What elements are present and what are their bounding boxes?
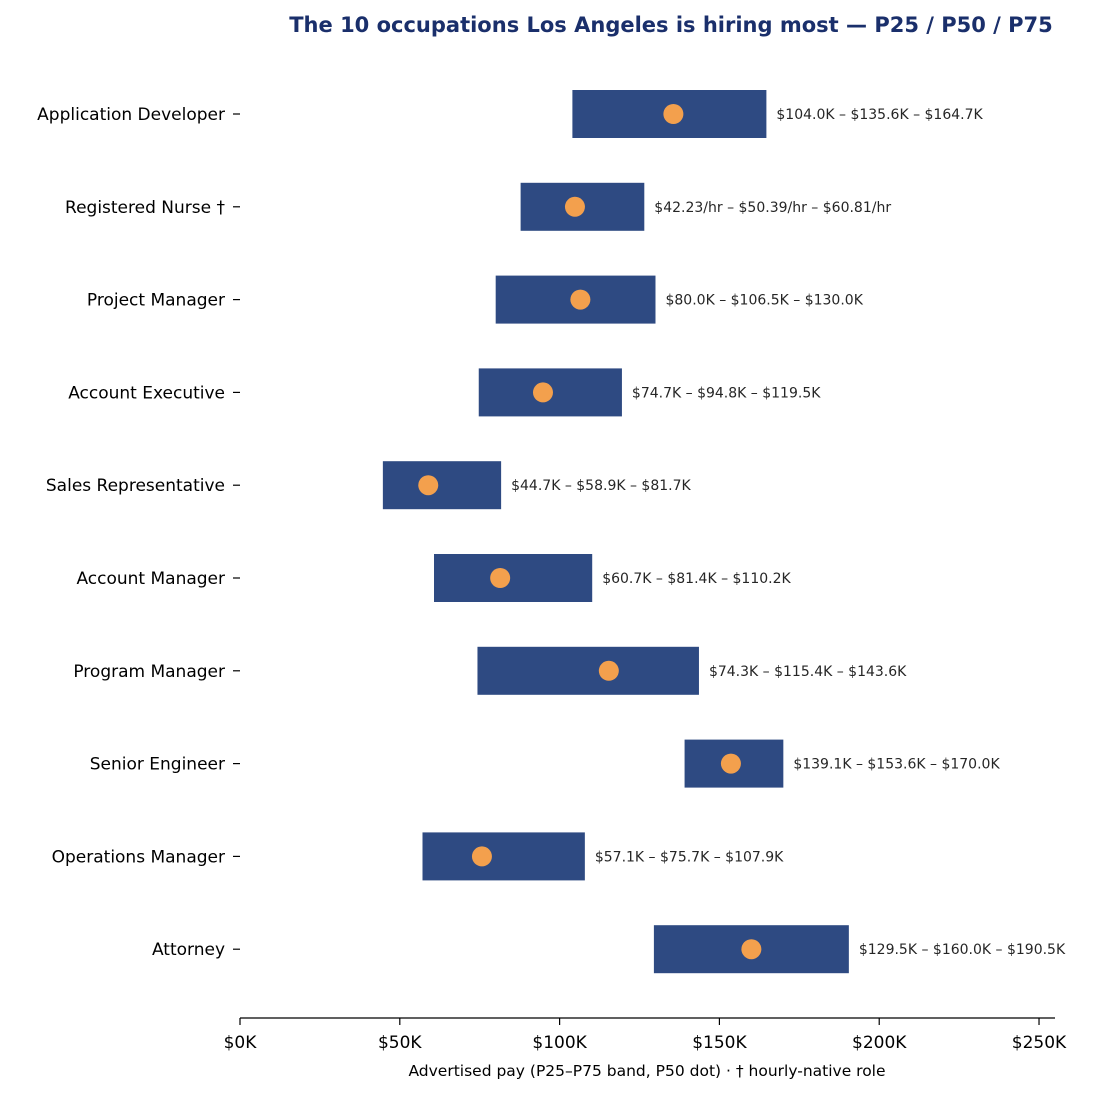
row: Application Developer $104.0K – $135.6K –… (37, 90, 984, 138)
category-label: Project Manager (87, 291, 225, 311)
median-dot (570, 289, 591, 310)
category-label: Attorney (152, 940, 225, 960)
chart-title: The 10 occupations Los Angeles is hiring… (289, 13, 1053, 37)
category-label: Sales Representative (46, 476, 225, 496)
category-label: Account Manager (76, 569, 225, 589)
x-tick-label: $150K (692, 1033, 747, 1053)
category-label: Account Executive (68, 383, 225, 403)
row: Attorney $129.5K – $160.0K – $190.5K (152, 925, 1066, 974)
value-label: $60.7K – $81.4K – $110.2K (602, 571, 791, 587)
x-axis-ticks: $0K $50K $100K $150K $200K $250K (224, 1018, 1067, 1053)
row: Registered Nurse † $42.23/hr – $50.39/hr … (65, 182, 891, 231)
x-tick-label: $100K (532, 1033, 587, 1053)
value-label: $42.23/hr – $50.39/hr – $60.81/hr (654, 200, 891, 216)
x-tick-label: $250K (1012, 1033, 1067, 1053)
value-label: $57.1K – $75.7K – $107.9K (595, 849, 784, 865)
pay-band-bar (422, 832, 585, 881)
x-tick-label: $0K (224, 1033, 258, 1053)
value-label: $44.7K – $58.9K – $81.7K (511, 478, 691, 494)
x-axis-title: Advertised pay (P25–P75 band, P50 dot) ·… (408, 1062, 885, 1080)
pay-band-bar (434, 554, 593, 602)
row: Operations Manager $57.1K – $75.7K – $107… (52, 832, 784, 881)
row: Account Executive $74.7K – $94.8K – $119.… (68, 368, 821, 417)
x-tick-label: $50K (378, 1033, 422, 1053)
median-dot (532, 382, 553, 403)
value-label: $104.0K – $135.6K – $164.7K (776, 107, 983, 123)
median-dot (490, 568, 511, 588)
value-label: $80.0K – $106.5K – $130.0K (665, 293, 863, 309)
pay-band-bar (382, 461, 502, 510)
median-dot (720, 753, 741, 774)
median-dot (564, 196, 585, 217)
row: Senior Engineer $139.1K – $153.6K – $170.… (90, 739, 1000, 788)
value-label: $139.1K – $153.6K – $170.0K (793, 757, 1000, 773)
median-dot (663, 104, 684, 124)
row: Program Manager $74.3K – $115.4K – $143.6… (73, 646, 907, 695)
pay-band-bar (477, 646, 699, 695)
category-label: Senior Engineer (90, 755, 225, 775)
x-tick-label: $200K (852, 1033, 907, 1053)
row: Project Manager $80.0K – $106.5K – $130.0… (87, 275, 864, 324)
median-dot (598, 660, 619, 681)
rows-layer: Application Developer $104.0K – $135.6K –… (37, 90, 1066, 974)
category-label: Registered Nurse † (65, 198, 225, 218)
value-label: $129.5K – $160.0K – $190.5K (859, 942, 1066, 958)
category-label: Operations Manager (52, 847, 225, 867)
value-label: $74.3K – $115.4K – $143.6K (709, 664, 907, 680)
value-label: $74.7K – $94.8K – $119.5K (632, 385, 821, 401)
row: Sales Representative $44.7K – $58.9K – $8… (46, 461, 692, 510)
category-label: Program Manager (73, 662, 225, 682)
median-dot (471, 846, 492, 867)
median-dot (741, 939, 762, 960)
row: Account Manager $60.7K – $81.4K – $110.2K (76, 554, 792, 602)
median-dot (418, 475, 439, 496)
category-label: Application Developer (37, 105, 225, 125)
